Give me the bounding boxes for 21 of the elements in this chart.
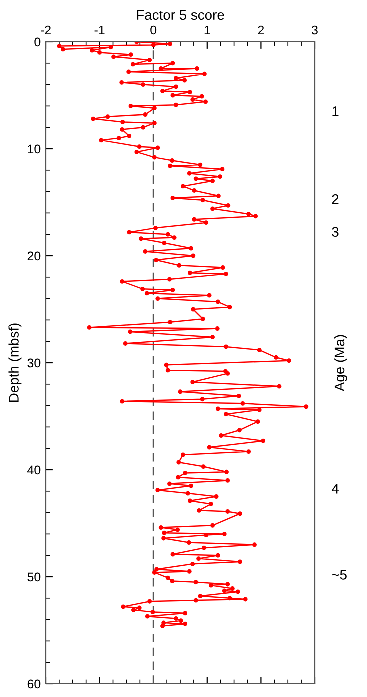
y2-axis-title: Age (Ma) <box>334 335 348 392</box>
x-tick-label: 2 <box>258 26 264 35</box>
y-tick-label: 10 <box>28 144 41 154</box>
y-axis-title: Depth (mbsf) <box>8 324 22 402</box>
y-tick-label: 20 <box>28 252 41 261</box>
y-tick-label: 30 <box>28 358 41 368</box>
x-tick-label: 3 <box>312 26 318 35</box>
text: 4 <box>332 484 339 494</box>
x-axis-title: Factor 5 score <box>137 10 224 20</box>
x-tick-label: -1 <box>94 26 105 35</box>
x-tick-label: 0 <box>150 26 157 35</box>
text: 1 <box>332 106 339 116</box>
text: 3 <box>332 227 339 238</box>
y-tick-label: 50 <box>28 572 41 582</box>
y-tick-label: 60 <box>28 680 41 689</box>
y-tick-label: 0 <box>34 38 41 47</box>
text: 2 <box>332 194 339 204</box>
y-tick-label: 40 <box>28 466 41 475</box>
x-tick-label: 1 <box>204 26 210 35</box>
x-tick-label: -2 <box>41 26 51 35</box>
text: ~5 <box>332 570 347 580</box>
